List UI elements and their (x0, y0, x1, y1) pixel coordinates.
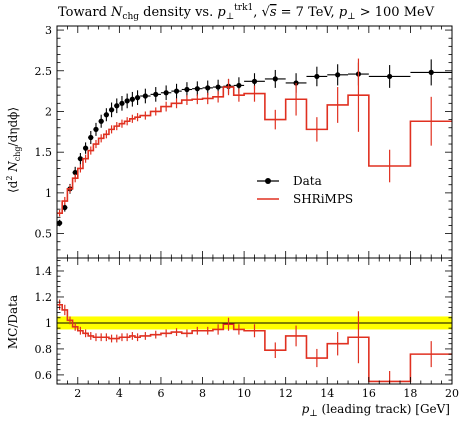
data-point (93, 126, 99, 132)
data-point (142, 93, 148, 99)
ratio-y-axis-label: MC/Data (6, 295, 20, 349)
data-point (153, 91, 159, 97)
chart-title: Toward Nchg density vs. p⊥trk1, √s = 7 T… (58, 3, 435, 22)
main-y-tick-label: 2 (45, 105, 52, 118)
data-point (98, 118, 104, 124)
main-y-tick-label: 1.5 (35, 146, 53, 159)
x-tick-label: 12 (279, 387, 293, 400)
main-y-tick-label: 3 (45, 24, 52, 37)
x-tick-label: 4 (116, 387, 123, 400)
main-y-tick-label: 0.5 (35, 228, 53, 241)
data-point (114, 103, 120, 109)
data-point (251, 78, 258, 84)
legend-data-label: Data (293, 174, 322, 188)
ratio-mc-histogram (57, 303, 452, 383)
ratio-y-tick-label: 0.6 (35, 369, 53, 382)
data-point (428, 69, 434, 75)
x-tick-label: 20 (445, 387, 459, 400)
data-point (57, 220, 63, 226)
data-point (129, 96, 135, 102)
ratio-y-tick-label: 1 (45, 317, 52, 330)
x-tick-label: 10 (237, 387, 251, 400)
x-tick-label: 6 (157, 387, 164, 400)
main-y-tick-label: 1 (45, 187, 52, 200)
data-point (103, 112, 109, 118)
data-point (134, 95, 141, 101)
main-y-tick-label: 2.5 (35, 65, 53, 78)
x-tick-label: 18 (403, 387, 417, 400)
ratio-y-tick-label: 1.4 (35, 265, 53, 278)
x-tick-label: 2 (74, 387, 81, 400)
data-point (119, 100, 125, 106)
ratio-plot-area (57, 299, 452, 384)
data-point (236, 82, 242, 89)
data-point (163, 90, 169, 96)
x-tick-label: 16 (362, 387, 376, 400)
data-point (77, 156, 83, 162)
main-plot-area (57, 58, 452, 227)
data-point (124, 98, 130, 104)
data-point (215, 84, 221, 90)
data-point (82, 145, 89, 151)
data-point (194, 86, 200, 92)
data-point (108, 107, 115, 113)
ratio-y-tick-label: 0.8 (35, 343, 53, 356)
data-point (184, 86, 190, 93)
data-point (272, 76, 278, 82)
ratio-y-tick-label: 1.2 (35, 291, 53, 304)
x-axis-label: p⊥ (leading track) [GeV] (302, 402, 450, 419)
legend-data-marker (265, 178, 271, 184)
ratio-plot-panel: 0.6 0.8 1 1.2 1.4 2 4 6 8 10 12 14 16 18 20 (35, 257, 459, 400)
data-point (72, 169, 78, 176)
main-frame (56, 25, 453, 259)
main-mc-histogram (57, 86, 452, 215)
x-tick-label: 8 (199, 387, 206, 400)
data-point (88, 134, 94, 141)
data-point (387, 73, 393, 80)
data-point (314, 73, 320, 80)
data-point (335, 72, 341, 78)
main-y-axis-label: ⟨d2 Nchg/dηdϕ⟩ (5, 107, 22, 193)
data-point (62, 204, 68, 211)
legend-mc-label: SHRiMPS (293, 192, 353, 206)
main-plot-panel: 0.5 1 1.5 2 2.5 3 (35, 24, 453, 259)
legend: Data SHRiMPS (257, 174, 353, 206)
data-point (173, 88, 180, 94)
data-point (205, 85, 211, 91)
x-tick-label: 14 (320, 387, 334, 400)
